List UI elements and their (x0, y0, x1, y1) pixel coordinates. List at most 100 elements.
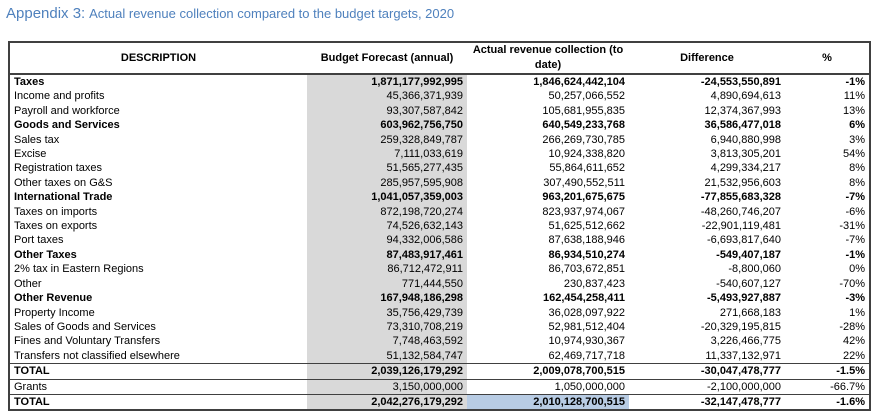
row-percent: 6% (849, 119, 865, 132)
row-actual: 2,010,128,700,515 (467, 393, 629, 411)
row-description: 2% tax in Eastern Regions (14, 263, 144, 276)
row-difference: 4,890,694,613 (710, 90, 781, 103)
row-budget: 1,871,177,992,995 (307, 74, 467, 90)
row-actual: 105,681,955,835 (542, 104, 625, 117)
row-actual: 640,549,233,768 (542, 119, 625, 132)
row-description: International Trade (14, 191, 113, 204)
row-actual: 86,934,510,274 (548, 248, 625, 261)
row-difference: -2,100,000,000 (629, 378, 785, 395)
table-row: Port taxes 94,332,006,586 87,638,188,946 -6… (9, 233, 870, 248)
table-row: Property Income 35,756,429,739 36,028,097,… (9, 305, 870, 320)
table-row: 2% tax in Eastern Regions 86,712,472,911 8… (9, 262, 870, 277)
row-difference: -6,693,817,640 (706, 234, 781, 247)
table-row: Taxes on imports 872,198,720,274 823,937,9… (9, 204, 870, 220)
row-budget: 285,957,595,908 (307, 175, 467, 191)
row-percent: 54% (842, 148, 865, 161)
row-description: Fines and Voluntary Transfers (14, 335, 161, 348)
table-row: Other Taxes 87,483,917,461 86,934,510,274 -… (9, 247, 870, 263)
row-actual: 1,846,624,442,104 (533, 76, 625, 88)
row-percent: -7% (845, 234, 865, 247)
row-difference: -24,553,550,891 (700, 76, 781, 88)
row-description: Other taxes on G&S (14, 176, 113, 189)
col-header-difference: Difference (629, 42, 785, 75)
row-budget: 603,962,756,750 (307, 118, 467, 133)
row-description: Registration taxes (14, 162, 103, 175)
table-row: Fines and Voluntary Transfers 7,748,463,5… (9, 334, 870, 349)
row-description: Other Taxes (14, 248, 77, 261)
row-actual: 1,050,000,000 (467, 378, 629, 395)
row-actual: 52,981,512,404 (548, 320, 625, 333)
row-description: Taxes on exports (14, 220, 98, 233)
row-budget: 872,198,720,274 (307, 204, 467, 220)
row-difference: -5,493,927,887 (706, 292, 781, 305)
row-percent: 11% (843, 90, 865, 103)
row-description: Other (14, 277, 42, 290)
row-description: Income and profits (14, 90, 105, 103)
appendix-title: Actual revenue collection compared to th… (89, 6, 455, 21)
row-percent: 42% (842, 335, 865, 348)
col-header-description: DESCRIPTION (9, 42, 307, 75)
row-percent: 0% (849, 263, 865, 276)
row-difference: 12,374,367,993 (704, 104, 781, 117)
row-percent: 8% (849, 162, 865, 175)
row-actual: 86,703,672,851 (548, 263, 625, 276)
row-difference: -540,607,127 (716, 277, 781, 290)
row-budget: 87,483,917,461 (307, 247, 467, 263)
row-difference: 3,813,305,201 (710, 148, 781, 161)
row-actual: 266,269,730,785 (542, 133, 625, 146)
row-budget: 35,756,429,739 (307, 305, 467, 320)
row-percent: -1% (845, 76, 865, 88)
row-description: TOTAL (9, 393, 307, 411)
row-percent: -31% (839, 220, 865, 233)
row-percent: -7% (845, 191, 865, 204)
row-percent: 13% (842, 104, 865, 117)
row-difference: 11,337,132,971 (705, 349, 781, 362)
row-description: Sales tax (14, 133, 60, 146)
row-budget: 771,444,550 (307, 276, 467, 292)
row-budget: 167,948,186,298 (307, 291, 467, 306)
col-header-budget: Budget Forecast (annual) (307, 42, 467, 75)
row-percent: -6% (845, 205, 865, 218)
appendix-heading: Appendix 3: Actual revenue collection co… (6, 4, 454, 23)
table-row: Excise 7,111,033,619 10,924,338,820 3,813,3… (9, 147, 870, 162)
appendix-label: Appendix 3: (6, 5, 86, 22)
row-percent: 3% (849, 133, 865, 146)
row-percent: -66.7% (785, 378, 870, 395)
row-actual: 36,028,097,922 (548, 306, 625, 319)
row-difference: -20,329,195,815 (700, 320, 781, 333)
table-row: Goods and Services 603,962,756,750 640,549… (9, 118, 870, 133)
row-percent: -1.6% (785, 393, 870, 411)
table-row: Sales tax 259,328,849,787 266,269,730,785 6… (9, 132, 870, 148)
table-row: TOTAL 2,042,276,179,292 2,010,128,700,515-… (9, 393, 870, 411)
table-row: Other Revenue 167,948,186,298 162,454,258,… (9, 291, 870, 306)
row-budget: 2,039,126,179,292 (307, 363, 467, 380)
table-row: Income and profits 45,366,371,939 50,257,0… (9, 89, 870, 104)
table-row: Other taxes on G&S 285,957,595,908 307,490… (9, 175, 870, 191)
row-budget: 259,328,849,787 (307, 132, 467, 148)
row-description: Sales of Goods and Services (14, 320, 156, 333)
col-header-percent: % (785, 42, 870, 75)
row-budget: 93,307,587,842 (307, 103, 467, 119)
row-percent: -1% (845, 248, 865, 261)
table-row: Taxes on exports 74,526,632,143 51,625,512… (9, 219, 870, 234)
row-description: Payroll and workforce (14, 104, 120, 117)
row-actual: 10,974,930,367 (548, 335, 625, 348)
row-percent: 22% (842, 349, 865, 362)
table-row: Registration taxes 51,565,277,435 55,864,6… (9, 161, 870, 176)
row-difference: 36,586,477,018 (704, 119, 781, 132)
row-description: TOTAL (9, 363, 307, 380)
row-description: Port taxes (14, 234, 64, 247)
row-actual: 55,864,611,652 (549, 162, 625, 175)
row-budget: 51,132,584,747 (307, 348, 467, 364)
row-difference: 271,668,183 (719, 306, 781, 319)
row-percent: -70% (839, 277, 865, 290)
row-actual: 51,625,512,662 (548, 220, 625, 233)
row-actual: 823,937,974,067 (542, 205, 625, 218)
row-budget: 74,526,632,143 (307, 219, 467, 234)
row-actual: 162,454,258,411 (543, 292, 625, 305)
header-row: DESCRIPTION Budget Forecast (annual) Act… (9, 42, 870, 75)
row-percent: -3% (845, 292, 865, 305)
row-difference: 4,299,334,217 (710, 162, 781, 175)
row-actual: 230,837,423 (563, 277, 625, 290)
row-actual: 963,201,675,675 (542, 191, 625, 204)
